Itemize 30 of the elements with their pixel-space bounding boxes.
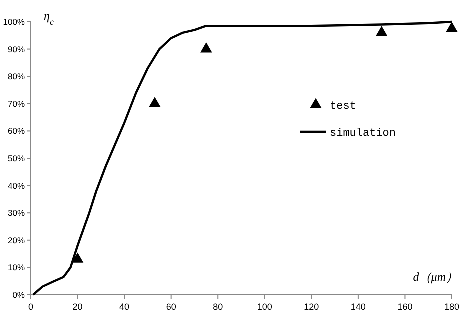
- x-tick-label: 180: [444, 302, 460, 312]
- y-tick-label: 40%: [8, 180, 26, 191]
- legend-label: test: [330, 101, 356, 113]
- y-tick-label: 10%: [8, 262, 26, 273]
- point: [446, 22, 458, 32]
- x-tick-label: 40: [120, 302, 130, 312]
- point: [376, 26, 388, 36]
- y-axis-title: η$_{c}$: [44, 9, 54, 27]
- y-tick-label: 60%: [8, 126, 26, 136]
- x-tick-label: 120: [304, 302, 320, 312]
- y-tick-label: 80%: [8, 72, 26, 82]
- x-tick-label: 160: [398, 302, 413, 312]
- x-tick-label: 140: [350, 302, 366, 312]
- y-tick-label: 100%: [3, 17, 26, 27]
- x-tick-label: 20: [72, 302, 83, 312]
- x-tick-label: 0: [28, 302, 34, 312]
- point: [200, 42, 212, 53]
- x-tick-label: 100: [257, 302, 272, 312]
- y-tick-label: 20%: [8, 235, 26, 246]
- y-tick-label: 0%: [12, 290, 26, 300]
- point: [149, 97, 161, 108]
- x-tick-label: 60: [166, 302, 176, 312]
- y-tick-label: 50%: [8, 154, 26, 164]
- y-tick-label: 30%: [8, 208, 26, 218]
- x-tick-label: 80: [213, 302, 224, 312]
- point: [72, 252, 84, 263]
- x-axis-title: d（μm）: [413, 270, 458, 284]
- y-tick-label: 90%: [8, 44, 26, 54]
- legend-label: simulation: [330, 128, 396, 140]
- y-tick-label: 70%: [8, 98, 26, 109]
